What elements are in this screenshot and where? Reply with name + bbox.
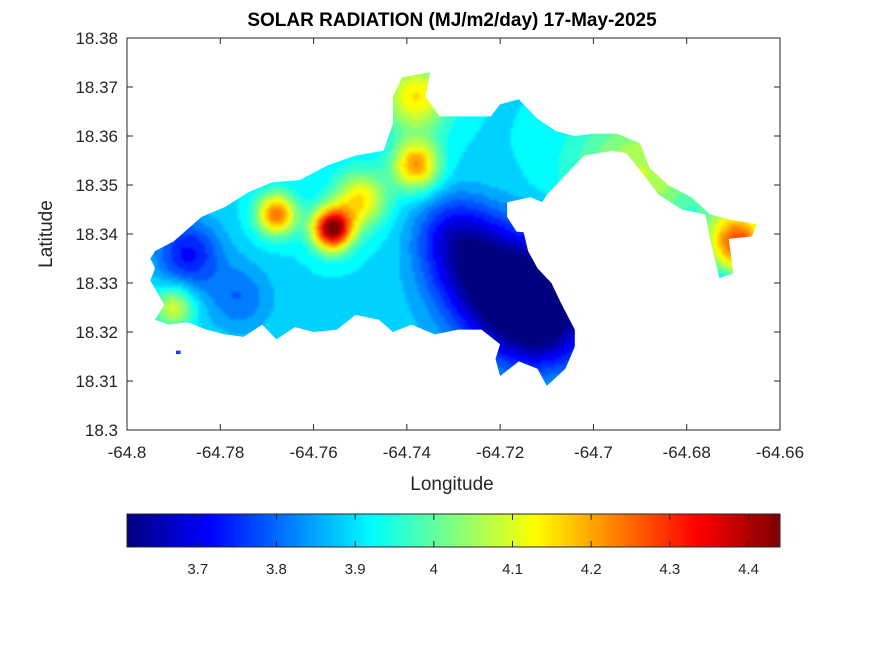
colorbar-tick-label: 3.9 <box>345 561 366 578</box>
colorbar-tick-label: 3.8 <box>266 561 287 578</box>
colorbar-ticks: 3.7 3.8 3.9 4 4.1 4.2 4.3 4.4 <box>187 514 759 578</box>
colorbar-tick-label: 4.1 <box>502 561 523 578</box>
y-tick-label: 18.33 <box>75 274 118 293</box>
y-tick-label: 18.32 <box>75 323 118 342</box>
x-tick-label: -64.76 <box>289 443 337 462</box>
colorbar-tick-label: 3.7 <box>187 561 208 578</box>
y-tick-label: 18.36 <box>75 127 118 146</box>
y-tick-label: 18.38 <box>75 29 118 48</box>
colorbar-tick-label: 4 <box>430 561 438 578</box>
islet <box>176 350 181 355</box>
x-axis-label: Longitude <box>410 474 493 495</box>
colorbar-tick-label: 4.2 <box>581 561 602 578</box>
x-tick-label: -64.8 <box>108 443 147 462</box>
colorbar-gradient <box>127 514 780 547</box>
y-axis-label: Latitude <box>36 200 57 268</box>
x-tick-label: -64.66 <box>756 443 804 462</box>
colorbar-tick-label: 4.4 <box>738 561 759 578</box>
chart-title: SOLAR RADIATION (MJ/m2/day) 17-May-2025 <box>247 10 657 31</box>
x-axis: -64.8 -64.78 -64.76 -64.74 -64.72 -64.7 -64.68… <box>108 38 804 462</box>
y-tick-label: 18.35 <box>75 176 118 195</box>
x-tick-label: -64.74 <box>383 443 431 462</box>
y-tick-label: 18.37 <box>75 78 118 97</box>
x-tick-label: -64.78 <box>196 443 244 462</box>
colorbar <box>126 513 781 548</box>
y-tick-label: 18.31 <box>75 372 118 391</box>
y-axis: 18.3 18.31 18.32 18.33 18.34 18.35 18.36 18.37 1… <box>75 29 780 440</box>
x-tick-label: -64.72 <box>476 443 524 462</box>
x-tick-label: -64.7 <box>574 443 613 462</box>
inner-water <box>507 197 566 234</box>
colorbar-tick-label: 4.3 <box>659 561 680 578</box>
y-tick-label: 18.3 <box>85 421 118 440</box>
x-tick-label: -64.68 <box>663 443 711 462</box>
y-tick-label: 18.34 <box>75 225 118 244</box>
